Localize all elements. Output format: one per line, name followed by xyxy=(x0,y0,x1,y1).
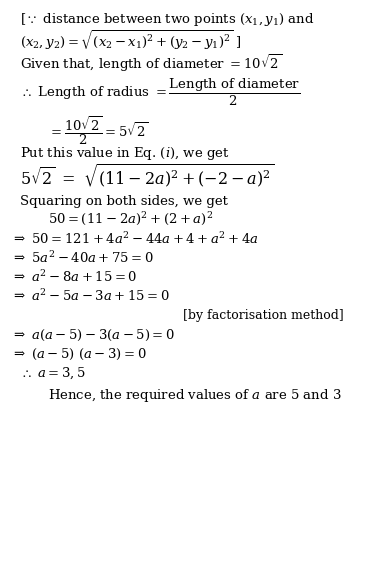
Text: $\Rightarrow$ $a^2 - 5a - 3a + 15 = 0$: $\Rightarrow$ $a^2 - 5a - 3a + 15 = 0$ xyxy=(11,288,169,304)
Text: $\Rightarrow$ $50 = 121 + 4a^2 - 44a + 4 + a^2 + 4a$: $\Rightarrow$ $50 = 121 + 4a^2 - 44a + 4… xyxy=(11,231,259,247)
Text: [$\because$ distance between two points $(x_1, y_1)$ and: [$\because$ distance between two points … xyxy=(20,11,315,28)
Text: $\therefore$ $a = 3, 5$: $\therefore$ $a = 3, 5$ xyxy=(20,366,86,381)
Text: $(x_2, y_2) = \sqrt{(x_2 - x_1)^2 + (y_2 - y_1)^2}$ ]: $(x_2, y_2) = \sqrt{(x_2 - x_1)^2 + (y_2… xyxy=(20,29,242,52)
Text: Given that, length of diameter $= 10\sqrt{2}$: Given that, length of diameter $= 10\sqr… xyxy=(20,52,282,73)
Text: $\therefore$ Length of radius $= \dfrac{\mathrm{Length\ of\ diameter}}{2}$: $\therefore$ Length of radius $= \dfrac{… xyxy=(20,76,300,108)
Text: Put this value in Eq. $(i)$, we get: Put this value in Eq. $(i)$, we get xyxy=(20,145,230,162)
Text: $50 = (11 - 2a)^2 + (2 + a)^2$: $50 = (11 - 2a)^2 + (2 + a)^2$ xyxy=(48,210,213,227)
Text: Squaring on both sides, we get: Squaring on both sides, we get xyxy=(20,195,228,208)
Text: $\Rightarrow$ $5a^2 - 40a + 75 = 0$: $\Rightarrow$ $5a^2 - 40a + 75 = 0$ xyxy=(11,250,154,266)
Text: [by factorisation method]: [by factorisation method] xyxy=(183,309,344,323)
Text: Hence, the required values of $a$ are 5 and 3: Hence, the required values of $a$ are 5 … xyxy=(48,387,341,404)
Text: $\Rightarrow$ $a(a - 5) - 3(a - 5) = 0$: $\Rightarrow$ $a(a - 5) - 3(a - 5) = 0$ xyxy=(11,328,175,343)
Text: $\Rightarrow$ $(a - 5)\ (a - 3) = 0$: $\Rightarrow$ $(a - 5)\ (a - 3) = 0$ xyxy=(11,347,147,362)
Text: $\Rightarrow$ $a^2 - 8a + 15 = 0$: $\Rightarrow$ $a^2 - 8a + 15 = 0$ xyxy=(11,269,137,285)
Text: $= \dfrac{10\sqrt{2}}{2} = 5\sqrt{2}$: $= \dfrac{10\sqrt{2}}{2} = 5\sqrt{2}$ xyxy=(48,114,148,146)
Text: $5\sqrt{2}\ =\ \sqrt{(11-2a)^2+(-2-a)^2}$: $5\sqrt{2}\ =\ \sqrt{(11-2a)^2+(-2-a)^2}… xyxy=(20,163,274,190)
